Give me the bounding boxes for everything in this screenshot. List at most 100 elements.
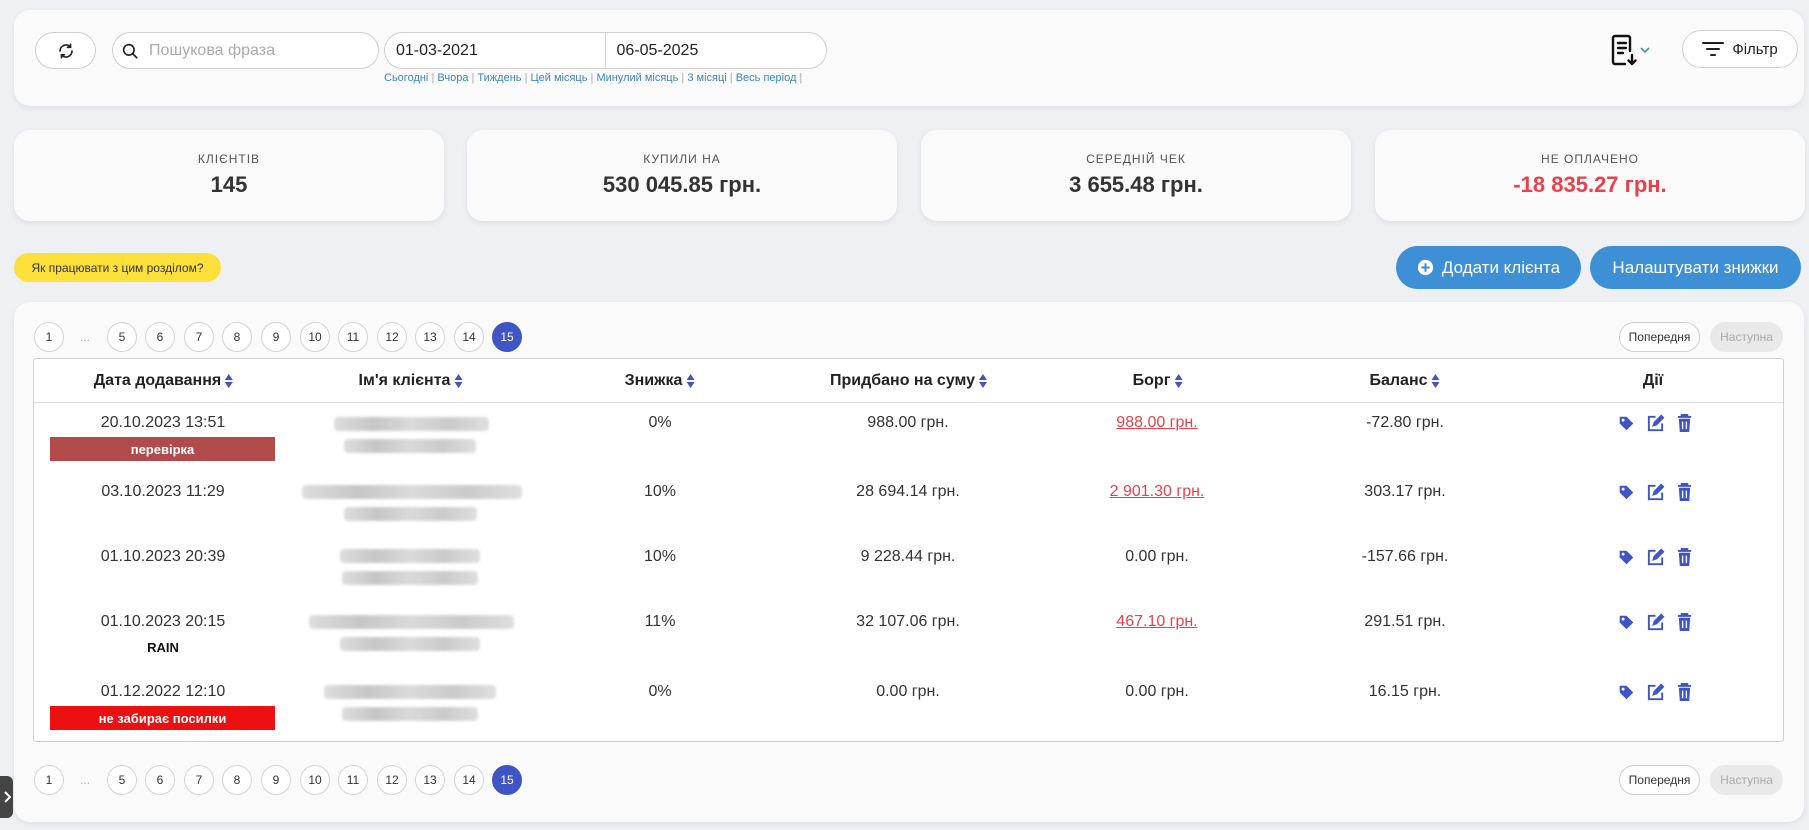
row-2-debt-link[interactable]: 2 901.30 грн.	[1109, 483, 1205, 500]
stat-label: КЛІЄНТІВ	[197, 152, 261, 166]
pagination-top: 1 ... 5 6 7 8 9 10 11 12 13 14 15 Попере…	[0, 322, 1790, 354]
quick-range-last-month[interactable]: Минулий місяць	[596, 72, 679, 84]
page-button-active[interactable]: 15	[492, 765, 522, 795]
refresh-icon	[58, 42, 73, 59]
tag-icon[interactable]	[1617, 548, 1636, 567]
clients-table: Дата додавання Ім'я клієнта Знижка Придб…	[33, 358, 1784, 742]
next-page-button[interactable]: Наступна	[1710, 765, 1783, 795]
row-4-client-name-blurred[interactable]	[309, 615, 514, 629]
search-box	[112, 32, 379, 69]
tag-icon[interactable]	[1617, 483, 1636, 502]
trash-icon[interactable]	[1675, 414, 1694, 433]
stat-card-unpaid: НЕ ОПЛАЧЕНО -18 835.27 грн.	[1375, 130, 1805, 221]
chevron-right-icon	[3, 791, 11, 803]
stat-card-purchased: КУПИЛИ НА 530 045.85 грн.	[467, 130, 897, 221]
quick-range-yesterday[interactable]: Вчора	[437, 72, 469, 84]
page-button[interactable]: 9	[261, 322, 291, 352]
page-button-active[interactable]: 15	[492, 322, 522, 352]
page-button[interactable]: 10	[300, 322, 330, 352]
page-button[interactable]: 6	[145, 322, 175, 352]
stat-value: 3 655.48 грн.	[1069, 172, 1203, 197]
prev-page-button[interactable]: Попередня	[1619, 765, 1700, 795]
page-button[interactable]: 11	[338, 322, 368, 352]
page-button[interactable]: 5	[107, 322, 137, 352]
row-4-debt-link[interactable]: 467.10 грн.	[1116, 613, 1198, 630]
prev-page-button[interactable]: Попередня	[1619, 322, 1700, 352]
date-to-input[interactable]	[605, 33, 826, 68]
page-button[interactable]: 14	[454, 765, 484, 795]
trash-icon[interactable]	[1675, 483, 1694, 502]
page-button[interactable]: 8	[222, 765, 252, 795]
sort-icon[interactable]	[978, 373, 988, 389]
page-button[interactable]: 1	[34, 322, 64, 352]
page-button[interactable]: 13	[415, 765, 445, 795]
row-1-debt-link[interactable]: 988.00 грн.	[1116, 414, 1198, 431]
export-document-icon	[1611, 34, 1637, 66]
row-3-discount: 10%	[643, 548, 677, 565]
trash-icon[interactable]	[1675, 683, 1694, 702]
row-3-client-name-blurred[interactable]	[340, 549, 480, 563]
page-button[interactable]: 5	[107, 765, 137, 795]
add-client-button[interactable]: Додати клієнта	[1396, 246, 1581, 289]
page-button[interactable]: 12	[377, 765, 407, 795]
stat-card-clients: КЛІЄНТІВ 145	[14, 130, 444, 221]
row-2-balance: 303.17 грн.	[1364, 483, 1446, 500]
row-1-client-name-blurred[interactable]	[334, 417, 489, 431]
stat-card-average-check: СЕРЕДНІЙ ЧЕК 3 655.48 грн.	[921, 130, 1351, 221]
row-1-date: 20.10.2023 13:51	[100, 414, 226, 431]
sidebar-toggle[interactable]	[0, 776, 13, 818]
tag-icon[interactable]	[1617, 613, 1636, 632]
edit-icon[interactable]	[1646, 613, 1665, 632]
row-3-balance: -157.66 грн.	[1361, 548, 1449, 565]
page-button[interactable]: 9	[261, 765, 291, 795]
row-2-purchased: 28 694.14 грн.	[856, 483, 960, 500]
refresh-button[interactable]	[35, 32, 96, 69]
sort-icon[interactable]	[1173, 373, 1183, 389]
tag-icon[interactable]	[1617, 683, 1636, 702]
help-button[interactable]: Як працювати з цим розділом?	[14, 253, 221, 282]
row-5-client-name-blurred[interactable]	[324, 685, 496, 699]
trash-icon[interactable]	[1675, 548, 1694, 567]
page-button[interactable]: 11	[338, 765, 368, 795]
filter-lines-icon	[1702, 42, 1725, 56]
header-client-name: Ім'я клієнта	[359, 359, 464, 403]
sort-icon[interactable]	[1431, 373, 1441, 389]
search-icon	[122, 43, 138, 59]
quick-range-3-months[interactable]: 3 місяці	[687, 72, 727, 84]
sort-icon[interactable]	[224, 373, 234, 389]
edit-icon[interactable]	[1646, 683, 1665, 702]
quick-range-this-month[interactable]: Цей місяць	[530, 72, 588, 84]
page-button[interactable]: 12	[377, 322, 407, 352]
date-from-input[interactable]	[385, 33, 606, 68]
row-5-purchased: 0.00 грн.	[876, 683, 940, 700]
stat-label: СЕРЕДНІЙ ЧЕК	[1086, 152, 1186, 166]
page-button[interactable]: 14	[454, 322, 484, 352]
edit-icon[interactable]	[1646, 414, 1665, 433]
page-button[interactable]: 7	[184, 322, 214, 352]
row-2-client-contact-blurred	[344, 507, 477, 521]
quick-range-week[interactable]: Тиждень	[477, 72, 522, 84]
add-client-label: Додати клієнта	[1441, 257, 1561, 277]
page-button[interactable]: 6	[145, 765, 175, 795]
filter-button[interactable]: Фільтр	[1682, 30, 1798, 68]
page-button[interactable]: 7	[184, 765, 214, 795]
tag-icon[interactable]	[1617, 414, 1636, 433]
row-2-client-name-blurred[interactable]	[302, 485, 522, 499]
page-button[interactable]: 1	[34, 765, 64, 795]
page-button[interactable]: 10	[300, 765, 330, 795]
quick-range-all[interactable]: Весь період	[735, 72, 797, 84]
row-5-debt: 0.00 грн.	[1125, 683, 1189, 700]
trash-icon[interactable]	[1675, 613, 1694, 632]
sort-icon[interactable]	[453, 373, 463, 389]
export-button[interactable]	[1610, 30, 1658, 70]
edit-icon[interactable]	[1646, 483, 1665, 502]
row-5-tag: не забирає посилки	[50, 706, 275, 730]
quick-range-today[interactable]: Сьогодні	[384, 72, 429, 84]
page-button[interactable]: 13	[415, 322, 445, 352]
search-input[interactable]	[149, 41, 349, 60]
page-button[interactable]: 8	[222, 322, 252, 352]
sort-icon[interactable]	[685, 373, 695, 389]
next-page-button[interactable]: Наступна	[1710, 322, 1783, 352]
edit-icon[interactable]	[1646, 548, 1665, 567]
discount-settings-button[interactable]: Налаштувати знижки	[1590, 246, 1801, 289]
